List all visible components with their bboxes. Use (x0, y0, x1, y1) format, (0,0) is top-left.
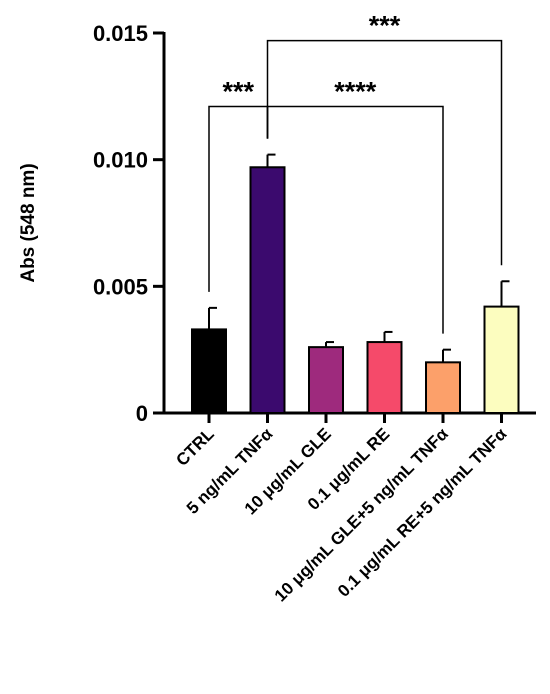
y-axis-title: Abs (548 nm) (18, 163, 39, 282)
bar (425, 361, 461, 415)
significance-bracket (266, 39, 503, 266)
bar (308, 346, 344, 414)
bar (191, 328, 227, 414)
significance-bracket (266, 105, 444, 334)
significance-label: *** (369, 11, 401, 41)
x-tick-label: CTRL (172, 424, 217, 469)
bars (191, 153, 520, 415)
y-tick-label: 0.010 (93, 148, 148, 173)
y-tick-label: 0.005 (93, 274, 148, 299)
significance-label: **** (334, 76, 377, 106)
significance-brackets: *** ******* (208, 11, 503, 334)
bar (483, 305, 520, 415)
bar (366, 341, 403, 415)
significance-label: *** (222, 76, 254, 106)
y-tick-label: 0.015 (93, 21, 148, 46)
y-tick-label: 0 (136, 401, 148, 426)
bar (249, 166, 286, 414)
